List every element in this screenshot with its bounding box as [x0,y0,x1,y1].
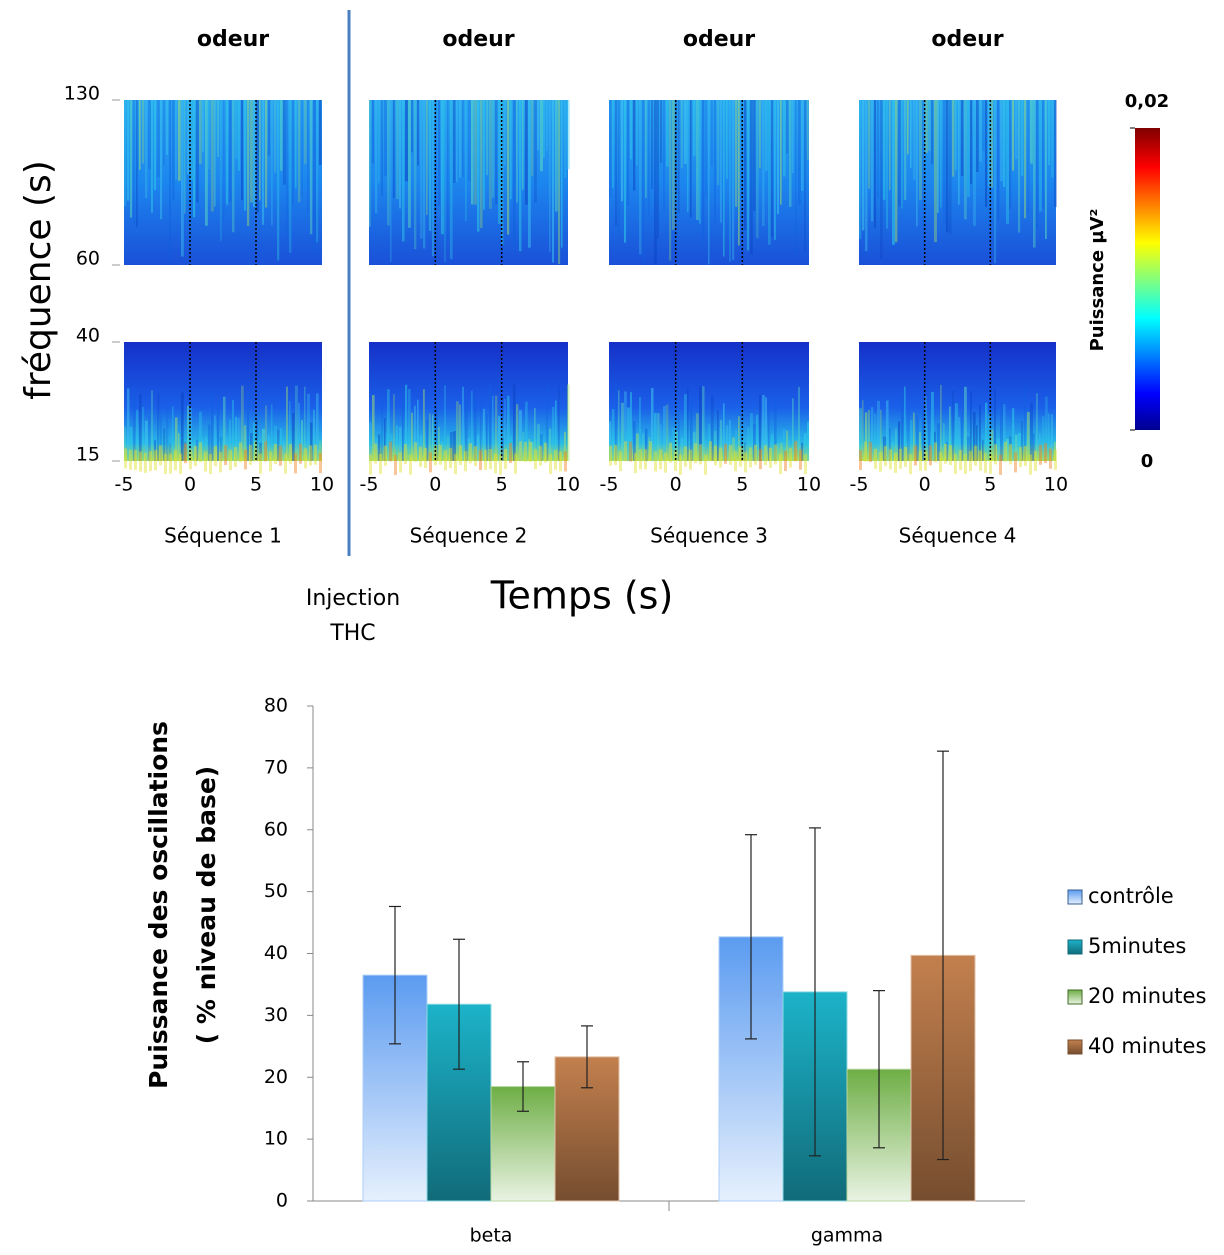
x-tick-label: 5 [984,474,996,496]
y-axis-label: ( % niveau de base) [192,766,221,1044]
colorbar [1135,128,1160,430]
x-tick-label: 0 [184,474,196,496]
x-tick-label: beta [470,1225,513,1247]
colorbar-tick-label: 0,02 [1125,91,1169,112]
x-axis-label: Temps (s) [490,574,674,618]
spectrogram [859,342,1056,461]
y-tick-label: 10 [264,1128,288,1150]
spectrogram [859,100,1056,265]
x-tick-label: 0 [670,474,682,496]
spectrogram [124,100,322,265]
y-tick-label: 60 [264,818,288,840]
panel-title: odeur [197,27,269,52]
y-tick-label: 50 [264,880,288,902]
sequence-label: Séquence 4 [899,524,1017,548]
x-tick-label: 5 [496,474,508,496]
spectrogram [369,100,568,265]
legend-swatch [1067,939,1083,955]
y-tick-label: 70 [264,756,288,778]
legend-swatch [1067,989,1083,1005]
legend-label: contrôle [1088,884,1174,908]
x-tick-label: 10 [556,474,580,496]
panel-title: odeur [931,27,1003,52]
y-tick-label: 60 [76,248,100,270]
y-tick-label: 20 [264,1066,288,1088]
annotation: THC [329,621,375,646]
x-tick-label: 0 [919,474,931,496]
legend-swatch [1067,1039,1083,1055]
y-tick-label: 0 [276,1190,288,1212]
x-tick-label: -5 [360,474,379,496]
sequence-label: Séquence 2 [410,524,528,548]
y-tick-label: 30 [264,1004,288,1026]
annotation: Injection [306,586,400,611]
x-tick-label: 5 [736,474,748,496]
panel-title: odeur [442,27,514,52]
y-axis-label: fréquence (s) [18,160,59,400]
sequence-label: Séquence 1 [164,524,282,548]
legend-label: 40 minutes [1088,1034,1206,1058]
x-tick-label: 10 [797,474,821,496]
x-tick-label: -5 [850,474,869,496]
x-tick-label: 5 [250,474,262,496]
y-tick-label: 40 [264,942,288,964]
y-tick-label: 130 [64,83,100,105]
x-tick-label: gamma [811,1225,883,1247]
panel-title: odeur [683,27,755,52]
sequence-label: Séquence 3 [650,524,768,548]
spectrogram [609,100,809,265]
legend-label: 20 minutes [1088,984,1206,1008]
x-tick-label: -5 [600,474,619,496]
x-tick-label: 10 [1044,474,1068,496]
colorbar-tick-label: 0 [1141,451,1154,472]
y-tick-label: 15 [76,444,100,466]
colorbar-label: Puissance µV² [1087,209,1108,352]
y-tick-label: 40 [76,325,100,347]
x-tick-label: 10 [310,474,334,496]
spectrogram [609,342,809,461]
legend-label: 5minutes [1088,934,1186,958]
y-tick-label: 80 [264,695,288,717]
x-tick-label: -5 [115,474,134,496]
x-tick-label: 0 [429,474,441,496]
y-axis-label: Puissance des oscillations [144,721,173,1089]
spectrogram [124,342,322,461]
legend-swatch [1067,889,1083,905]
